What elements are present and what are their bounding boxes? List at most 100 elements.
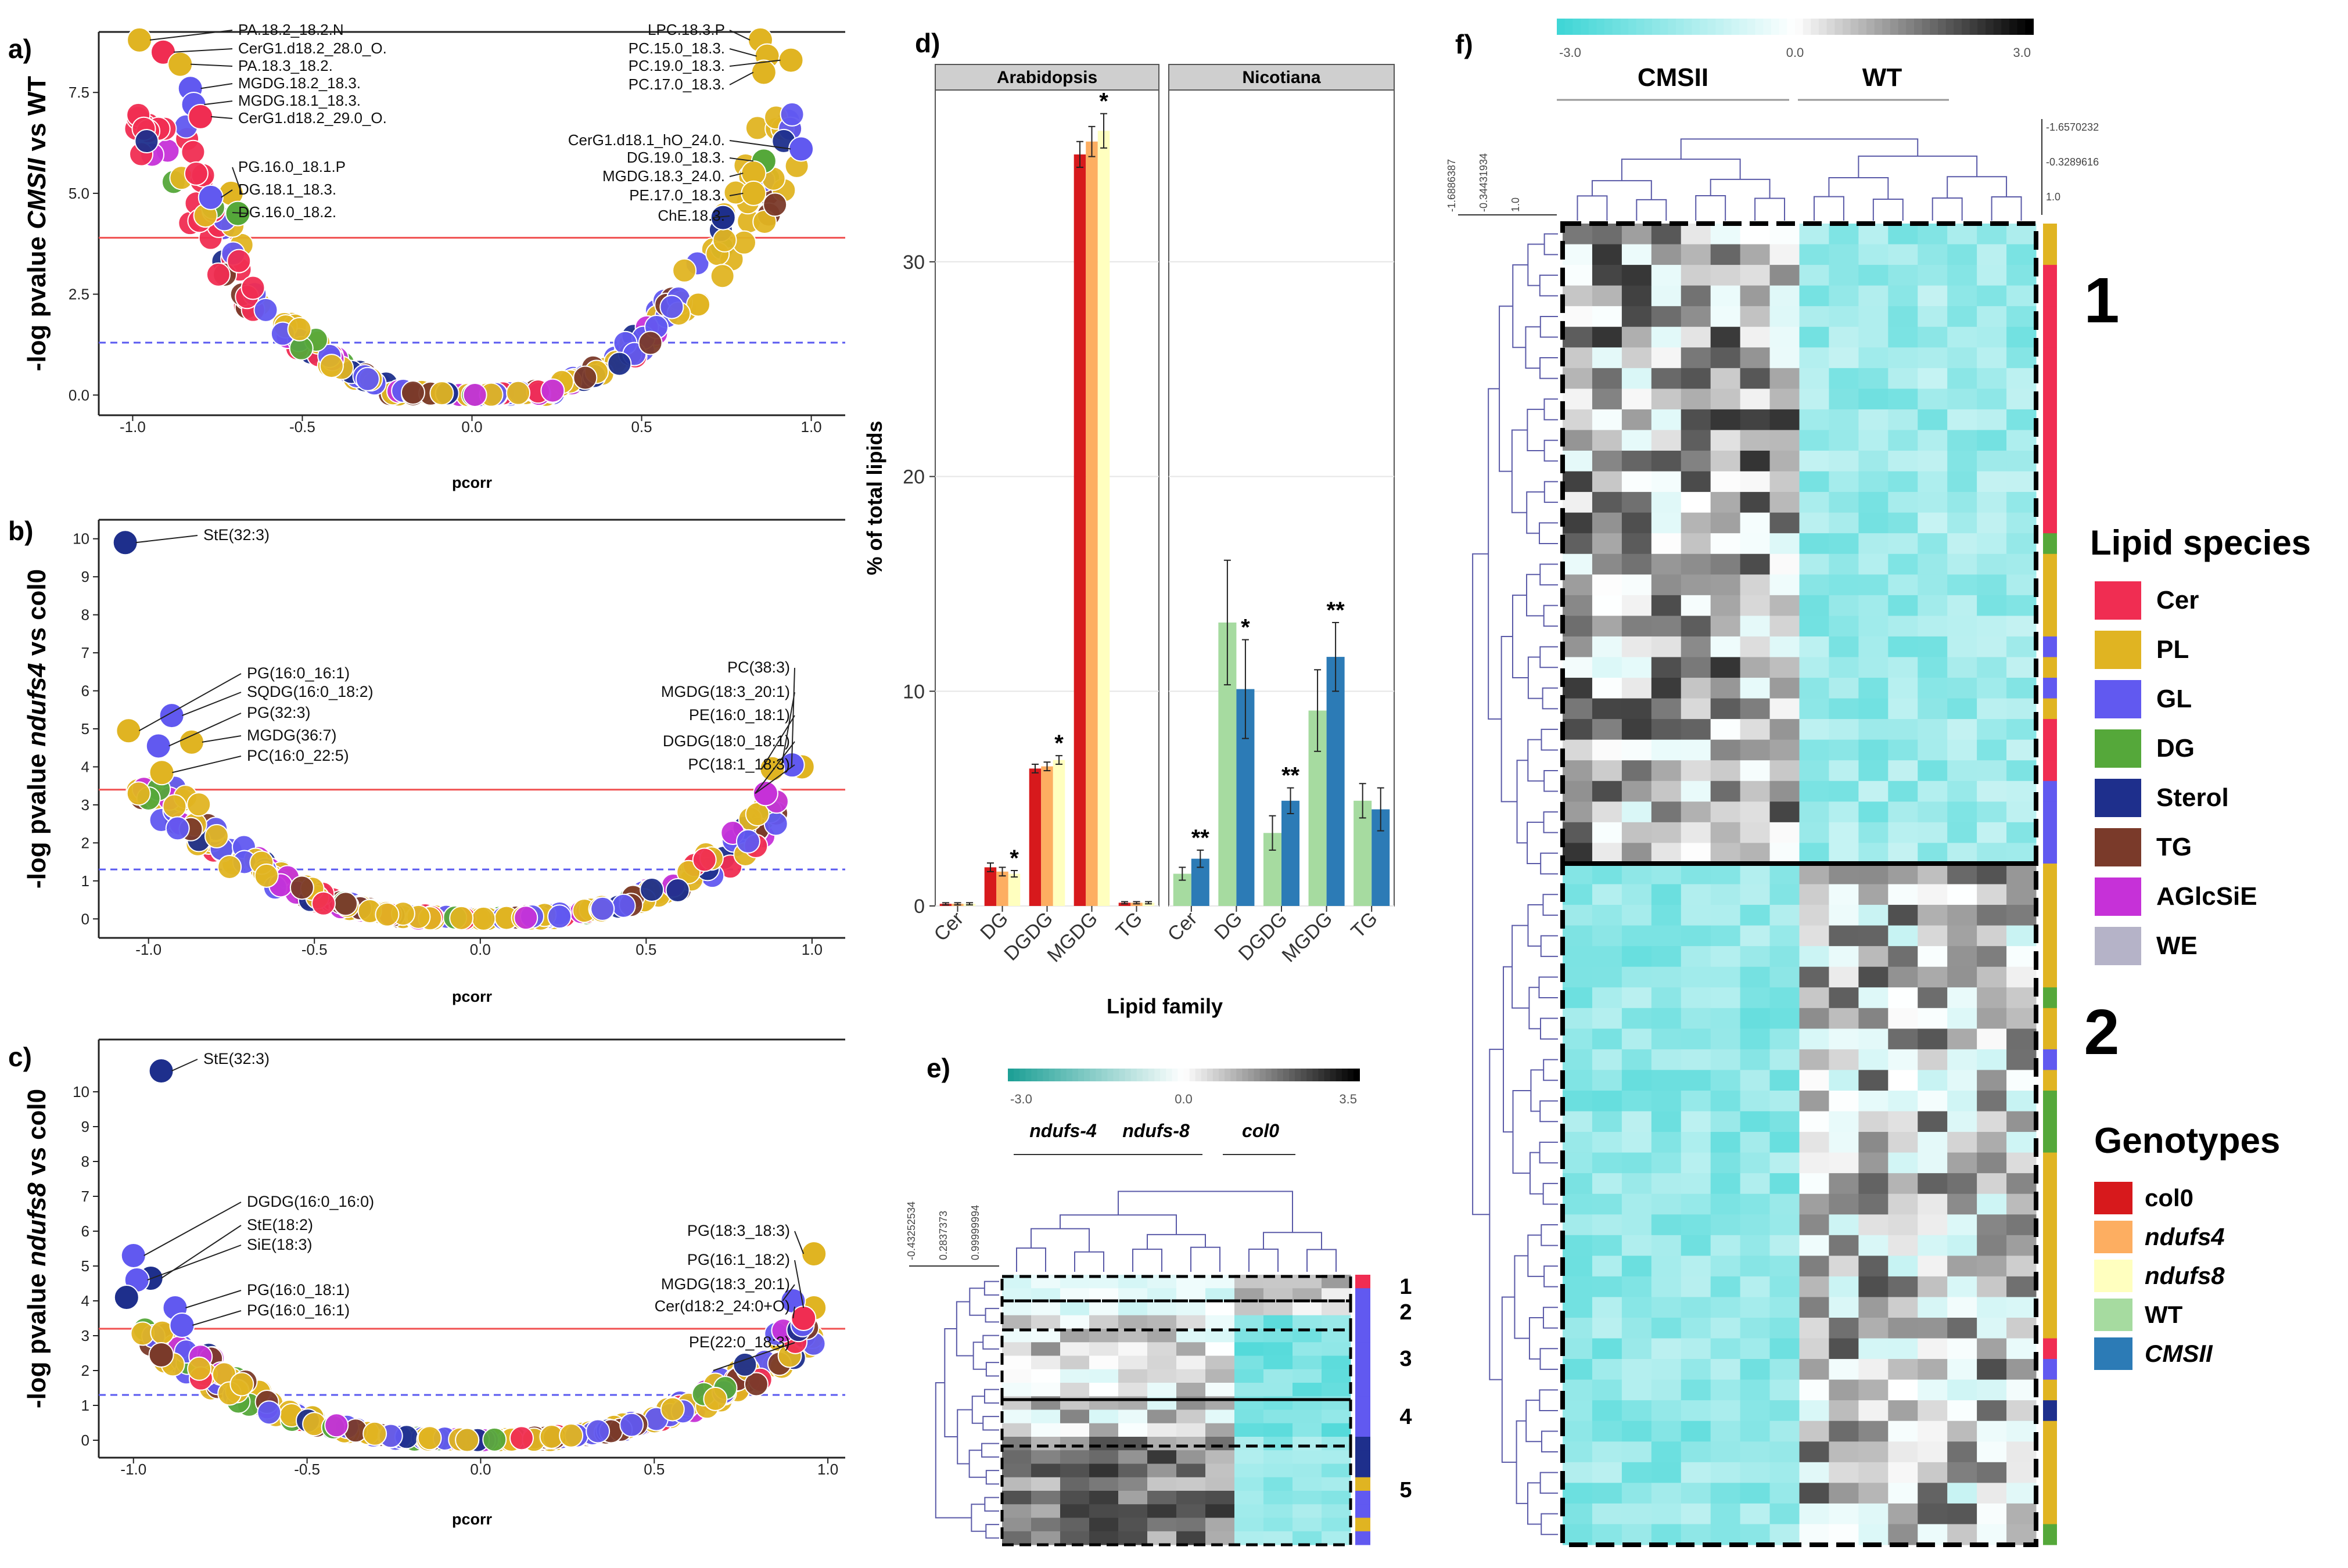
heatmap-cell (1888, 1420, 1918, 1442)
heatmap-cell (1888, 512, 1918, 534)
data-point (659, 294, 684, 319)
row-class-bar (2043, 512, 2057, 534)
heatmap-cell (1060, 1409, 1090, 1424)
heatmap-cell (1651, 1090, 1682, 1112)
heatmap-cell (1592, 905, 1622, 926)
heatmap-cell (1888, 822, 1918, 843)
dendrogram-scale-label: 0.99999994 (970, 1205, 981, 1260)
color-scale-step (1019, 1069, 1026, 1081)
heatmap-cell (1681, 1132, 1711, 1153)
row-class-bar (2043, 946, 2057, 968)
annotation-label: PE.17.0_18.3. (629, 186, 725, 204)
heatmap-cell (1563, 1420, 1593, 1442)
heatmap-cell (1977, 760, 2007, 782)
heatmap-cell (1888, 636, 1918, 657)
row-class-bar (2043, 306, 2057, 328)
heatmap-cell (1769, 1214, 1800, 1236)
heatmap-cell (1888, 1359, 1918, 1380)
heatmap-cell (1769, 987, 1800, 1009)
heatmap-cell (1799, 1297, 1829, 1318)
facet-panel (1168, 66, 1395, 907)
heatmap-cell (1651, 389, 1682, 410)
heatmap-cell (1740, 1400, 1771, 1422)
y-axis-label-genotype: ndufs8 (23, 1182, 51, 1267)
row-class-bar (2043, 781, 2057, 802)
heatmap-cell (1651, 698, 1682, 720)
heatmap-cell (1858, 1524, 1889, 1545)
color-scale-step (1993, 19, 2002, 35)
dendrogram-branch (984, 1497, 999, 1512)
heatmap-cell (1947, 1462, 1977, 1483)
heatmap-cell (1621, 1379, 1652, 1401)
highlight-point (710, 204, 736, 231)
annotation-label: PG(16:0_16:1) (247, 1301, 350, 1319)
legend-label: GL (2156, 685, 2192, 713)
color-scale-step (1201, 1069, 1208, 1081)
heatmap-cell (1888, 285, 1918, 307)
heatmap-cell (2006, 884, 2037, 905)
heatmap-cell (1829, 946, 1859, 968)
heatmap-cell (1740, 389, 1771, 410)
heatmap-cell (1829, 905, 1859, 926)
heatmap-cell (1829, 244, 1859, 265)
heatmap-cell (1293, 1288, 1322, 1302)
heatmap-cell (2006, 678, 2037, 699)
bar-col0 (984, 867, 997, 906)
color-scale-step (1787, 19, 1796, 35)
heatmap-cell (1769, 863, 1800, 884)
row-class-bar (2043, 636, 2057, 657)
row-class-bar (2043, 719, 2057, 740)
x-tick-label: 0.5 (644, 1461, 665, 1478)
heatmap-cell (1858, 512, 1889, 534)
heatmap-cell (1918, 1483, 1948, 1504)
heatmap-cell (1234, 1463, 1264, 1478)
data-point (573, 365, 598, 390)
heatmap-cell (1031, 1437, 1061, 1451)
dendrogram-branch (1542, 1182, 1558, 1205)
heatmap-cell (1858, 595, 1889, 616)
y-tick-label: 3 (81, 1327, 89, 1344)
bar-col0 (1074, 154, 1086, 907)
heatmap-cell (1769, 1379, 1800, 1401)
heatmap-cell (1563, 347, 1593, 369)
heatmap-cell (1681, 1235, 1711, 1256)
heatmap-cell (1592, 1379, 1622, 1401)
heatmap-cell (1651, 492, 1682, 513)
heatmap-cell (1263, 1315, 1293, 1329)
highlight-point (116, 718, 142, 744)
color-scale-step (1755, 19, 1764, 35)
heatmap-cell (1621, 492, 1652, 513)
heatmap-cell (1651, 553, 1682, 575)
heatmap-cell (1592, 884, 1622, 905)
heatmap-cell (1710, 1400, 1741, 1422)
heatmap-cell (1769, 1132, 1800, 1153)
dendrogram-branch (1527, 821, 1544, 864)
heatmap-cell (1651, 306, 1682, 328)
heatmap-cell (1799, 1049, 1829, 1070)
heatmap-cell (2006, 987, 2037, 1009)
heatmap-cell (1710, 553, 1741, 575)
heatmap-cell (1799, 801, 1829, 823)
heatmap-cell (1681, 451, 1711, 472)
heatmap-cell (1769, 719, 1800, 740)
heatmap-cell (1977, 1256, 2007, 1277)
heatmap-cell (1592, 574, 1622, 596)
color-scale-step (1945, 19, 1955, 35)
heatmap-cell (1977, 1400, 2007, 1422)
heatmap-cell (1977, 636, 2007, 657)
heatmap-cell (1947, 966, 1977, 988)
heatmap-cell (1888, 1070, 1918, 1091)
color-scale-step (1142, 1069, 1149, 1081)
heatmap-cell (1829, 1214, 1859, 1236)
dendrogram-scale-label: 1.0 (1510, 197, 1521, 212)
heatmap-cell (1060, 1342, 1090, 1356)
heatmap-cell (1799, 1483, 1829, 1504)
row-class-bar (2043, 265, 2057, 286)
heatmap-cell (1710, 1193, 1741, 1215)
heatmap-cell (1147, 1315, 1177, 1329)
heatmap-cell (1563, 1173, 1593, 1195)
row-class-bar (2043, 409, 2057, 430)
dendrogram-branch (1542, 894, 1558, 916)
heatmap-cell (1829, 1317, 1859, 1339)
heatmap-cell (1918, 595, 1948, 616)
